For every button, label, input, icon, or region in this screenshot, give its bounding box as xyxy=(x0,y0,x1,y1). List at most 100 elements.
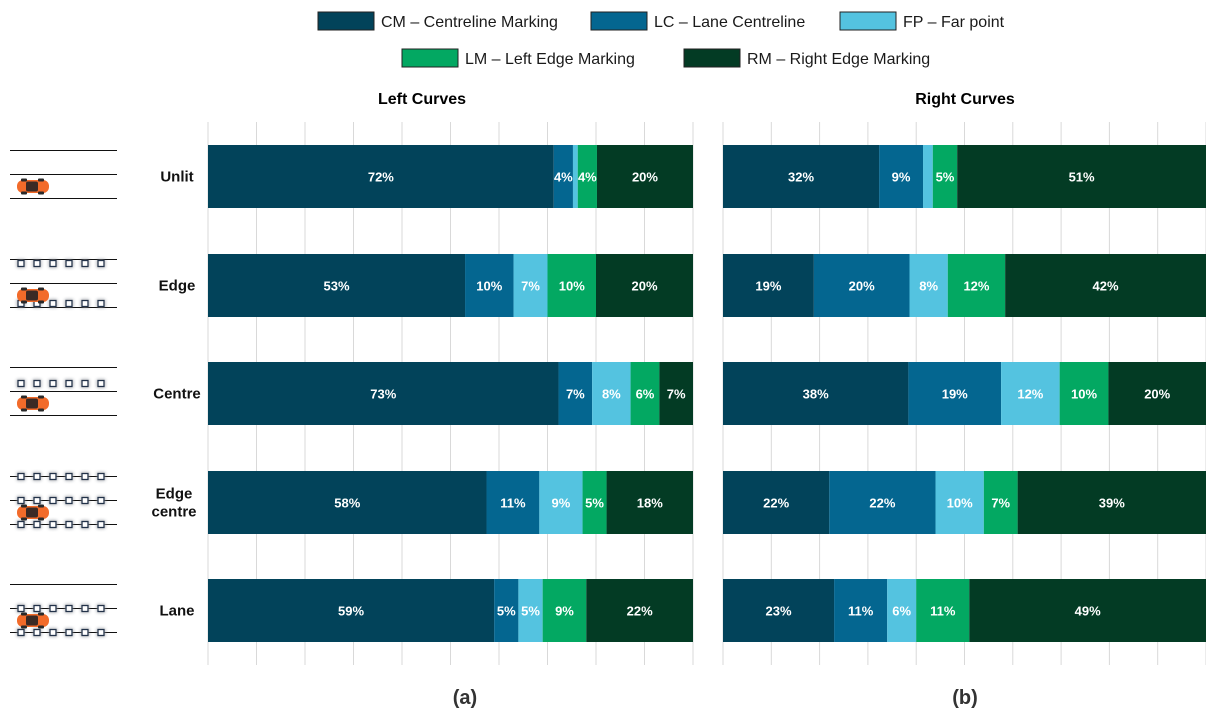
bar-segment xyxy=(486,471,540,534)
road-icons xyxy=(10,150,117,637)
bar-segment xyxy=(592,362,631,425)
lamp-icon xyxy=(33,379,41,388)
bar-segment xyxy=(518,579,543,642)
bar-segment xyxy=(465,254,514,317)
legend-swatch xyxy=(590,11,648,31)
lamp-icon xyxy=(49,299,57,308)
lamp-icon xyxy=(65,520,73,529)
data-label: 22% xyxy=(763,496,789,511)
bar-segment xyxy=(723,254,814,317)
lamp-icon xyxy=(17,604,25,613)
bar-segment xyxy=(547,254,596,317)
bar-segment xyxy=(1059,362,1109,425)
data-label: 10% xyxy=(476,279,502,294)
bar-row: 32% 9% 5% 51% xyxy=(723,145,1206,208)
lamp-icon xyxy=(33,628,41,637)
data-label: 6% xyxy=(636,387,655,402)
data-label: 18% xyxy=(637,496,663,511)
bar-segment xyxy=(723,362,909,425)
lamp-icon xyxy=(17,259,25,268)
data-label: 22% xyxy=(627,604,653,619)
bar-segment xyxy=(723,579,835,642)
bar-row: 22% 22% 10% 7% 39% xyxy=(723,471,1206,534)
road-centre-lighting-icon xyxy=(10,367,117,416)
data-label: 20% xyxy=(632,170,658,185)
car-icon xyxy=(17,287,49,304)
lamp-icon xyxy=(97,628,105,637)
category-label: Unlit xyxy=(160,169,193,186)
data-label: 6% xyxy=(892,604,911,619)
category-label: Centre xyxy=(153,386,201,403)
lamp-icon xyxy=(65,379,73,388)
panel-title: Left Curves xyxy=(378,91,466,108)
road-edge-lighting-icon xyxy=(10,259,117,308)
lamp-icon xyxy=(33,259,41,268)
bar-row: 38% 19% 12% 10% 20% xyxy=(723,362,1206,425)
lamp-icon xyxy=(49,259,57,268)
road-unlit-icon xyxy=(10,150,117,199)
bar-row: 59% 5% 5% 9% 22% xyxy=(208,579,693,642)
data-label: 5% xyxy=(585,496,604,511)
lamp-icon xyxy=(65,628,73,637)
bar-row: 19% 20% 8% 12% 42% xyxy=(723,254,1206,317)
lamp-icon xyxy=(17,472,25,481)
lamp-icon xyxy=(97,604,105,613)
bar-segment xyxy=(572,145,578,208)
data-label: 7% xyxy=(991,496,1010,511)
data-label: 4% xyxy=(554,170,573,185)
lamp-icon xyxy=(65,259,73,268)
legend-swatch xyxy=(683,48,741,68)
data-label: 73% xyxy=(370,387,396,402)
legend-label: FP – Far point xyxy=(903,14,1005,31)
lamp-icon xyxy=(17,520,25,529)
bar-segment xyxy=(1005,254,1206,317)
data-label: 20% xyxy=(1144,387,1170,402)
lamp-icon xyxy=(81,299,89,308)
car-icon xyxy=(17,395,49,412)
bar-segment xyxy=(208,579,495,642)
lamp-icon xyxy=(65,299,73,308)
bar-segment xyxy=(723,471,830,534)
lamp-icon xyxy=(81,496,89,505)
lamp-icon xyxy=(17,496,25,505)
lamp-icon xyxy=(49,628,57,637)
data-label: 20% xyxy=(849,279,875,294)
panel-title: Right Curves xyxy=(915,91,1015,108)
data-label: 10% xyxy=(559,279,585,294)
data-label: 72% xyxy=(368,170,394,185)
chart-panel-right-curves: Right Curves (b) 32% 9% 5% 51% 19% 20% 8% 12% 42% 3… xyxy=(722,91,1206,709)
lamp-icon xyxy=(97,299,105,308)
lamp-icon xyxy=(81,520,89,529)
bar-segment xyxy=(969,579,1206,642)
bar-segment xyxy=(1108,362,1206,425)
data-label: 39% xyxy=(1099,496,1125,511)
bar-row: 53% 10% 7% 10% 20% xyxy=(208,254,693,317)
data-label: 23% xyxy=(766,604,792,619)
category-label: Lane xyxy=(159,603,194,620)
bar-segment xyxy=(908,362,1002,425)
data-label: 11% xyxy=(500,496,526,511)
bar-segment xyxy=(539,471,583,534)
lamp-icon xyxy=(81,604,89,613)
legend-item: LC – Lane Centreline xyxy=(590,11,805,31)
data-label: 9% xyxy=(555,604,574,619)
data-label: 12% xyxy=(963,279,989,294)
road-lane-lighting-icon xyxy=(10,584,117,637)
legend-label: LC – Lane Centreline xyxy=(654,14,805,31)
lamp-icon xyxy=(49,379,57,388)
bar-segment xyxy=(659,362,693,425)
legend-item: LM – Left Edge Marking xyxy=(401,48,635,68)
category-label: Edge centre xyxy=(151,486,196,521)
panel-label: (b) xyxy=(952,687,978,709)
bar-segment xyxy=(916,579,970,642)
data-label: 7% xyxy=(521,279,540,294)
data-label: 4% xyxy=(578,170,597,185)
bar-segment xyxy=(932,145,958,208)
data-label: 5% xyxy=(936,170,955,185)
data-label: 42% xyxy=(1093,279,1119,294)
bar-segment xyxy=(577,145,597,208)
lamp-icon xyxy=(49,604,57,613)
chart-panel-left-curves: Left Curves (a) 72% 4% 4% 20% 53% 10% 7% 10% 20% 73… xyxy=(207,91,694,709)
lamp-icon xyxy=(97,379,105,388)
